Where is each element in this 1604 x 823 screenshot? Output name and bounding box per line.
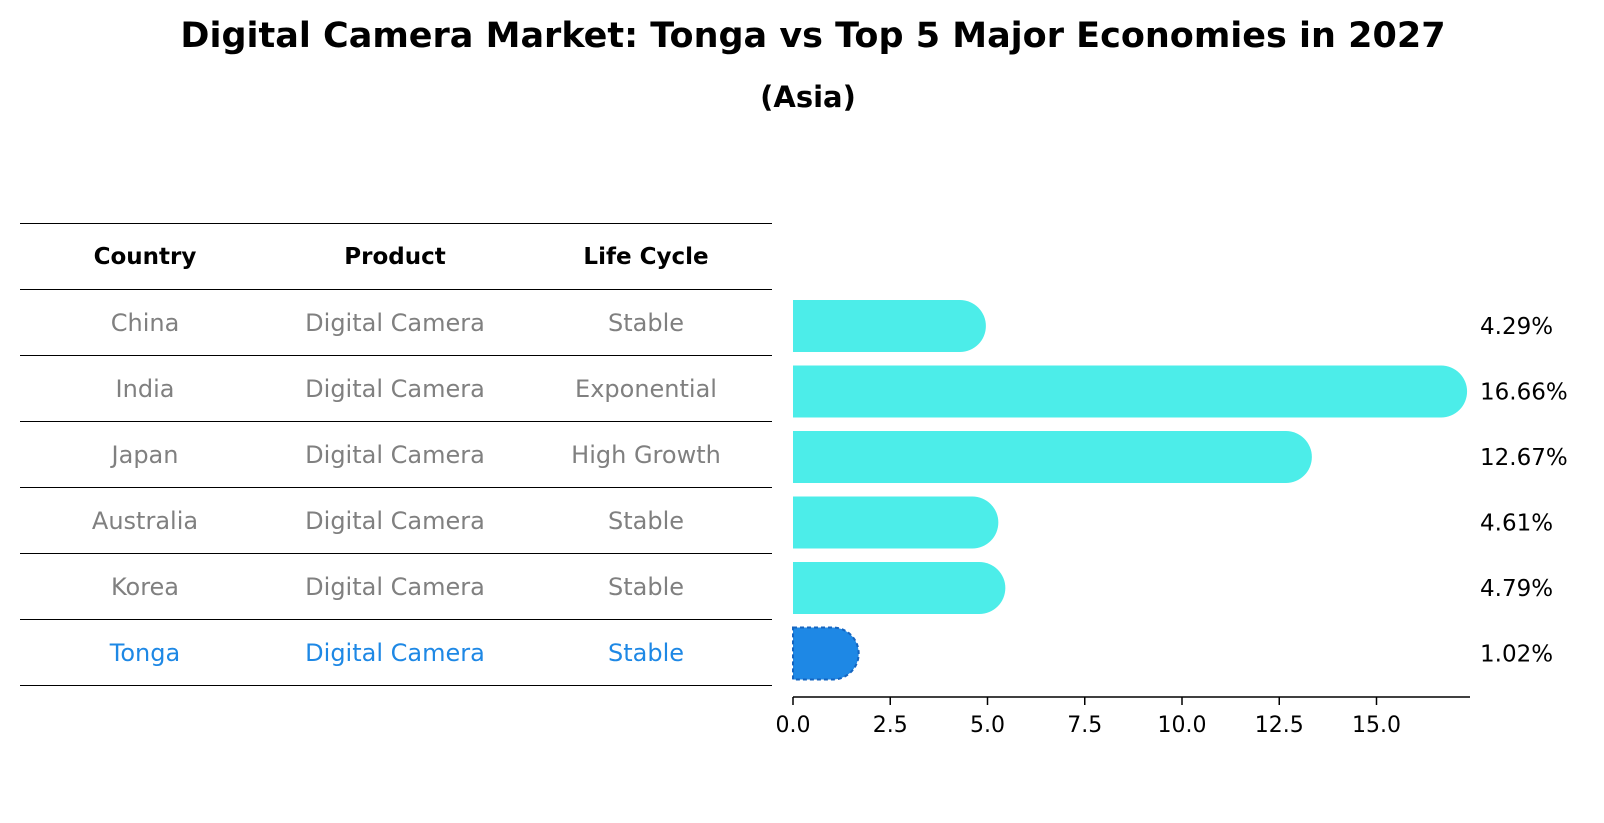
chart-title: Digital Camera Market: Tonga vs Top 5 Ma…: [180, 16, 1446, 56]
value-label-tonga: 1.02%: [1480, 642, 1553, 668]
cell-product: Digital Camera: [305, 638, 485, 667]
cell-country: China: [110, 308, 180, 337]
header-life-cycle: Life Cycle: [583, 243, 709, 270]
cell-life-cycle: Stable: [607, 572, 685, 601]
cell-life-cycle: Exponential: [575, 374, 717, 403]
cell-country: Japan: [111, 440, 179, 469]
x-tick-label: 7.5: [1067, 713, 1102, 738]
cell-product: Digital Camera: [305, 572, 485, 601]
cell-product: Digital Camera: [305, 440, 485, 469]
bar-japan: [793, 431, 1312, 483]
value-label-korea: 4.79%: [1480, 576, 1553, 602]
cell-country: India: [115, 374, 175, 403]
chart-subtitle: (Asia): [760, 80, 856, 114]
cell-product: Digital Camera: [305, 308, 485, 337]
country-table: Country Product Life Cycle China Digital…: [20, 223, 772, 686]
cell-product: Digital Camera: [305, 374, 485, 403]
bar-tonga: [792, 626, 860, 681]
cell-country: Australia: [91, 506, 199, 535]
table-row: China Digital Camera Stable: [20, 289, 772, 355]
cell-life-cycle: Stable: [607, 308, 685, 337]
value-label-japan: 12.67%: [1480, 445, 1568, 471]
value-label-china: 4.29%: [1480, 314, 1553, 340]
x-tick-label: 15.0: [1352, 713, 1401, 738]
cell-country: Korea: [110, 572, 180, 601]
table-row: India Digital Camera Exponential: [20, 355, 772, 421]
cell-life-cycle: Stable: [607, 506, 685, 535]
x-tick-label: 10.0: [1158, 713, 1207, 738]
cell-life-cycle: High Growth: [571, 440, 721, 469]
table-row: Korea Digital Camera Stable: [20, 553, 772, 619]
x-tick-label: 12.5: [1255, 713, 1304, 738]
x-tick-label: 2.5: [873, 713, 908, 738]
x-tick-label: 0.0: [776, 713, 811, 738]
bar-china: [793, 300, 986, 352]
table-row-highlight: Tonga Digital Camera Stable: [20, 619, 772, 686]
cell-country: Tonga: [109, 638, 181, 667]
value-label-australia: 4.61%: [1480, 511, 1553, 537]
cell-product: Digital Camera: [305, 506, 485, 535]
table-row: Japan Digital Camera High Growth: [20, 421, 772, 487]
bar-australia: [793, 496, 999, 549]
x-tick-label: 5.0: [970, 713, 1005, 738]
table-header-row: Country Product Life Cycle: [20, 223, 772, 289]
cell-life-cycle: Stable: [607, 638, 685, 667]
header-product: Product: [344, 243, 446, 270]
value-label-india: 16.66%: [1480, 380, 1568, 406]
bar-india: [793, 365, 1468, 418]
header-country: Country: [93, 243, 197, 270]
bar-korea: [793, 562, 1006, 614]
table-row: Australia Digital Camera Stable: [20, 487, 772, 553]
